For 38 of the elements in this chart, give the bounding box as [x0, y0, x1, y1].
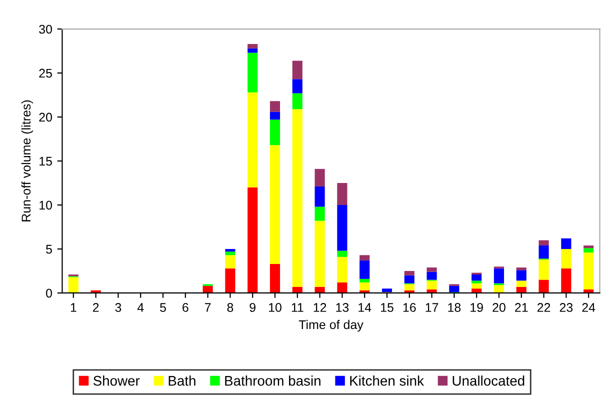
x-tick-label: 22: [537, 303, 550, 312]
y-tick-label: 10: [40, 200, 52, 210]
x-tick-label: 14: [358, 303, 372, 312]
x-tick-label: 6: [182, 303, 188, 312]
legend-label: Bath: [168, 376, 196, 386]
x-tick-label: 17: [426, 303, 438, 312]
x-tick-label: 21: [515, 303, 528, 312]
x-tick-label: 7: [204, 303, 211, 312]
legend-label: Unallocated: [452, 376, 524, 386]
x-tick-label: 4: [137, 303, 144, 312]
y-tick-label: 30: [39, 24, 52, 34]
x-tick-label: 5: [160, 303, 166, 312]
legend-label: Bathroom basin: [225, 376, 320, 386]
y-axis-title: Run-off volume (litres): [21, 100, 34, 222]
legend-label: Shower: [93, 376, 140, 386]
x-tick-label: 2: [92, 303, 99, 312]
x-tick-label: 8: [227, 303, 234, 312]
x-axis-title: Time of day: [298, 320, 364, 332]
x-tick-label: 13: [336, 303, 349, 312]
x-tick-label: 3: [115, 303, 122, 312]
x-tick-label: 15: [380, 303, 394, 312]
x-tick-label: 16: [403, 303, 416, 312]
y-tick-label: 20: [39, 112, 52, 122]
y-tick-label: 25: [39, 68, 52, 78]
x-tick-label: 19: [470, 303, 483, 312]
y-tick-label: 5: [46, 244, 52, 254]
x-tick-label: 12: [314, 303, 326, 312]
x-tick-label: 1: [70, 303, 76, 312]
x-tick-label: 10: [269, 303, 282, 312]
x-tick-label: 23: [560, 303, 573, 312]
x-tick-label: 11: [292, 303, 304, 312]
x-tick-label: 18: [448, 303, 461, 312]
x-tick-label: 20: [492, 303, 506, 312]
x-tick-label: 9: [250, 303, 256, 312]
x-tick-label: 24: [582, 303, 596, 312]
legend-label: Kitchen sink: [350, 376, 424, 386]
y-tick-label: 15: [40, 156, 52, 166]
y-tick-label: 0: [46, 288, 52, 298]
